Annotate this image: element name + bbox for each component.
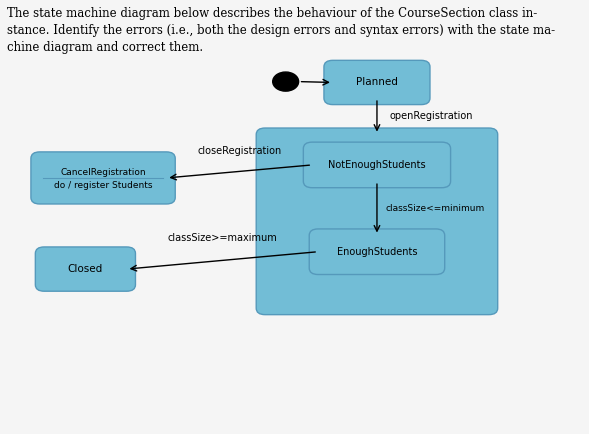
Text: classSize<=minimum: classSize<=minimum (386, 204, 485, 213)
Text: classSize>=maximum: classSize>=maximum (167, 233, 277, 243)
FancyBboxPatch shape (256, 128, 498, 315)
Text: NotEnoughStudents: NotEnoughStudents (328, 160, 426, 170)
Text: Planned: Planned (356, 77, 398, 88)
FancyBboxPatch shape (309, 229, 445, 275)
Text: do / register Students: do / register Students (54, 181, 153, 190)
Text: Closed: Closed (68, 264, 103, 274)
FancyBboxPatch shape (35, 247, 135, 291)
Text: OpenRegistration: OpenRegistration (332, 148, 422, 158)
Circle shape (273, 72, 299, 91)
Text: The state machine diagram below describes the behaviour of the CourseSection cla: The state machine diagram below describe… (7, 7, 555, 53)
Text: CancelRegistration: CancelRegistration (60, 168, 146, 177)
FancyBboxPatch shape (31, 152, 176, 204)
Text: closeRegistration: closeRegistration (197, 146, 282, 156)
FancyBboxPatch shape (324, 60, 430, 105)
Text: EnoughStudents: EnoughStudents (337, 247, 417, 257)
Text: openRegistration: openRegistration (390, 111, 474, 122)
FancyBboxPatch shape (303, 142, 451, 187)
